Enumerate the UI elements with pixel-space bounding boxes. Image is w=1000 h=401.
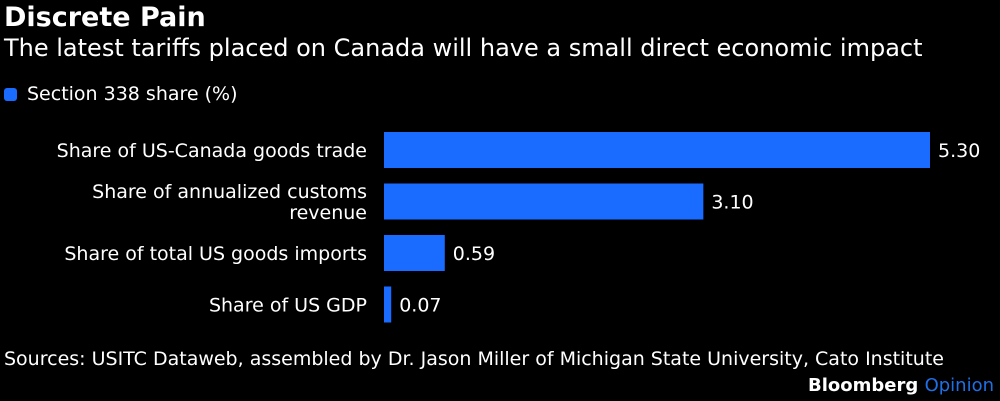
category-label-2: Share of total US goods imports — [64, 243, 367, 265]
value-label-0: 5.30 — [938, 140, 980, 162]
category-label-0-line-0: Share of US-Canada goods trade — [57, 140, 367, 162]
source-note: Sources: USITC Dataweb, assembled by Dr.… — [4, 348, 944, 370]
bar-2 — [384, 235, 445, 271]
brand-name: Bloomberg — [808, 375, 919, 396]
bar-1 — [384, 183, 704, 220]
value-label-3: 0.07 — [399, 295, 441, 317]
bar-3 — [384, 286, 392, 323]
value-label-2: 0.59 — [453, 243, 495, 265]
legend-label: Section 338 share (%) — [27, 83, 238, 105]
category-label-3-line-0: Share of US GDP — [209, 295, 367, 317]
chart-subtitle: The latest tariffs placed on Canada will… — [4, 34, 923, 62]
legend-swatch — [4, 87, 17, 101]
category-label-1-line-1: revenue — [289, 202, 367, 224]
brand-logo: Bloomberg Opinion — [808, 374, 994, 398]
value-label-1: 3.10 — [711, 192, 753, 214]
category-label-3: Share of US GDP — [209, 295, 367, 317]
category-label-0: Share of US-Canada goods trade — [57, 140, 367, 162]
bar-0 — [384, 132, 930, 168]
chart-title: Discrete Pain — [4, 2, 206, 33]
brand-suffix: Opinion — [924, 375, 994, 396]
legend: Section 338 share (%) — [4, 82, 238, 106]
category-label-2-line-0: Share of total US goods imports — [64, 243, 367, 265]
category-label-1: Share of annualized customs revenue — [92, 181, 367, 224]
category-label-1-line-0: Share of annualized customs — [92, 181, 367, 203]
